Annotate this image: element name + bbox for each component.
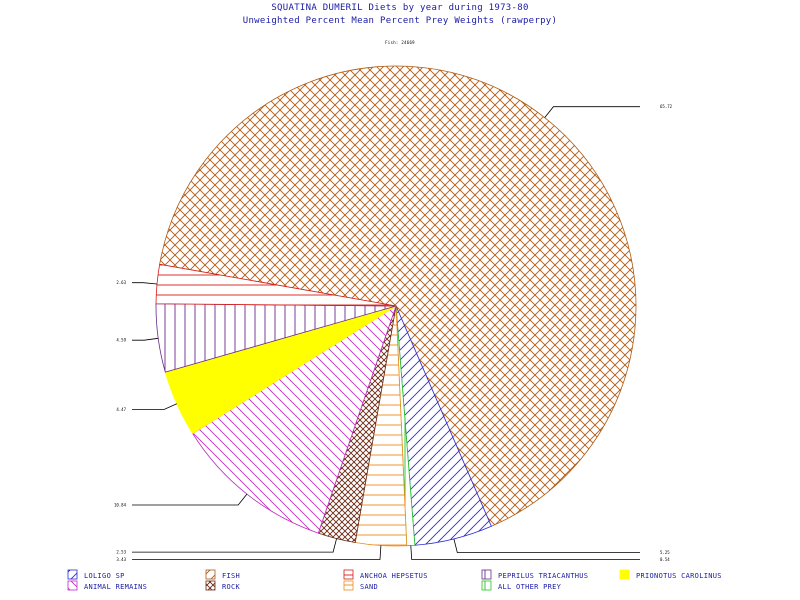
- slice-label-anchoa-hepsetus: 2.63: [116, 280, 126, 285]
- slice-label-animal-remains: 10.84: [114, 503, 127, 508]
- legend-swatch-anchoa-hepsetus: [343, 569, 354, 580]
- legend-label-sand: SAND: [360, 583, 378, 591]
- slice-label-all-other-prey: 0.54: [660, 557, 670, 562]
- leader-lines: [132, 106, 640, 560]
- chart-note: Fish: 24669: [385, 40, 415, 45]
- leader-line-animal-remains: [132, 493, 248, 506]
- legend-swatch-fish: [205, 569, 216, 580]
- leader-line-loligo-sp: [453, 538, 640, 553]
- leader-line-anchoa-hepsetus: [132, 282, 158, 285]
- chart-title: SQUATINA DUMERIL Diets by year during 19…: [271, 3, 529, 13]
- legend-label-fish: FISH: [222, 572, 240, 580]
- slice-label-peprilus-triacanthus: 4.59: [116, 338, 126, 343]
- leader-line-all-other-prey: [410, 545, 640, 560]
- legend-label-rock: ROCK: [222, 583, 241, 591]
- legend: LOLIGO SP FISH ANCHOA HEPSETUS PEPRILUS TRI…: [67, 569, 722, 591]
- leader-line-prionotus-carolinus: [132, 403, 177, 410]
- slice-label-prionotus-carolinus: 4.47: [116, 407, 126, 412]
- legend-swatch-prionotus-carolinus: [619, 569, 630, 580]
- legend-label-all-other-prey: ALL OTHER PREY: [498, 583, 562, 591]
- pie-slices: [155, 65, 637, 547]
- leader-line-sand: [132, 545, 382, 560]
- legend-swatch-animal-remains: [67, 580, 78, 591]
- leader-line-fish: [544, 106, 640, 118]
- slice-label-fish: 65.72: [660, 104, 673, 109]
- legend-swatch-all-other-prey: [481, 580, 492, 591]
- legend-label-peprilus-triacanthus: PEPRILUS TRIACANTHUS: [498, 572, 588, 580]
- legend-swatch-rock: [205, 580, 216, 591]
- pie-slice-animal-remains: [192, 305, 397, 534]
- legend-label-anchoa-hepsetus: ANCHOA HEPSETUS: [360, 572, 428, 580]
- legend-label-loligo-sp: LOLIGO SP: [84, 572, 125, 580]
- slice-labels: 65.72 5.25 0.54 3.43 2.53 10.84 4.47 4.59 2.63: [114, 104, 673, 562]
- legend-label-prionotus-carolinus: PRIONOTUS CAROLINUS: [636, 572, 722, 580]
- slice-label-sand: 3.43: [116, 557, 126, 562]
- slice-label-rock: 2.53: [116, 550, 126, 555]
- pie-slice-anchoa-hepsetus: [155, 263, 397, 307]
- pie-slice-fish: [159, 65, 637, 527]
- legend-swatch-loligo-sp: [67, 569, 78, 580]
- legend-label-animal-remains: ANIMAL REMAINS: [84, 583, 147, 591]
- chart-subtitle: Unweighted Percent Mean Percent Prey Wei…: [242, 16, 558, 26]
- leader-line-rock: [132, 538, 337, 553]
- legend-swatch-peprilus-triacanthus: [481, 569, 492, 580]
- slice-label-loligo-sp: 5.25: [660, 550, 670, 555]
- leader-line-peprilus-triacanthus: [132, 337, 159, 341]
- legend-swatch-sand: [343, 580, 354, 591]
